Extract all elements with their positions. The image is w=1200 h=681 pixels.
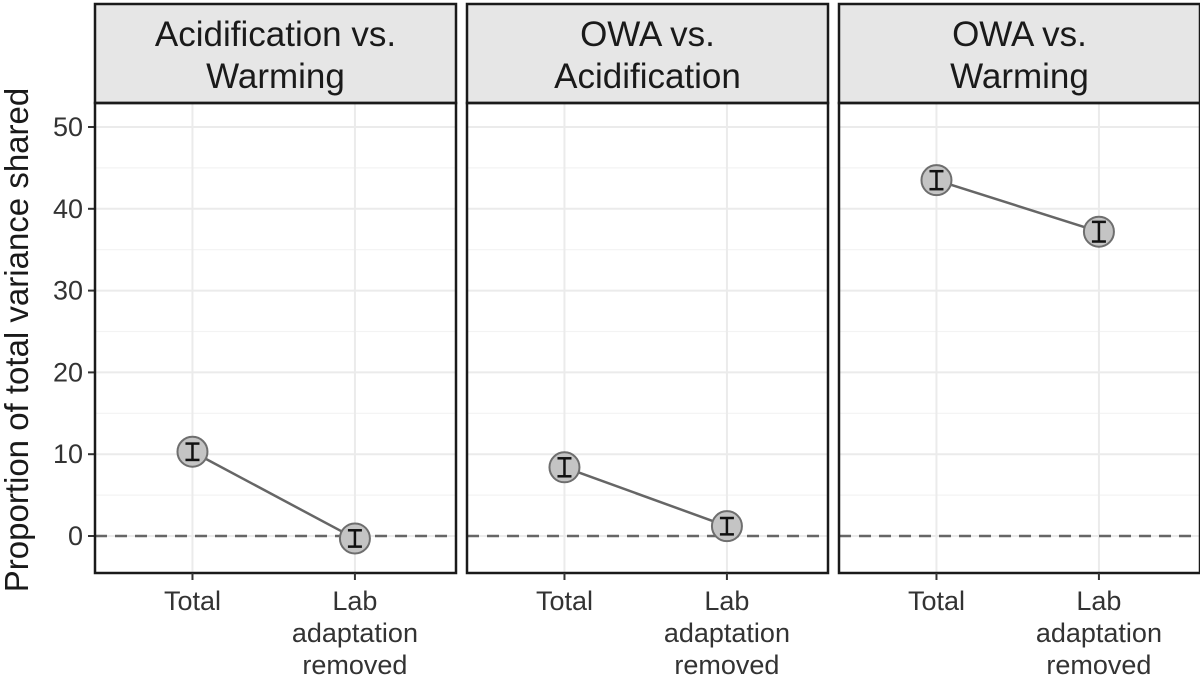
x-tick-label: adaptation <box>292 618 418 648</box>
y-axis-title: Proportion of total variance shared <box>0 88 35 592</box>
panel-background <box>95 103 456 573</box>
x-tick-label: removed <box>674 650 779 680</box>
facet-title-line: Acidification vs. <box>155 15 396 54</box>
x-tick-label: removed <box>1046 650 1151 680</box>
x-tick-label: Total <box>164 586 221 616</box>
facet-strip <box>837 2 1200 105</box>
facet-title-line: OWA vs. <box>580 15 715 54</box>
x-tick-label: Total <box>536 586 593 616</box>
facet-title-line: Warming <box>206 57 345 96</box>
facet-panel: OWA vs.Acidification Total Labadaptationre… <box>465 2 830 680</box>
facet-strip <box>465 2 830 105</box>
x-tick-label: Lab <box>704 586 749 616</box>
y-tick-label: 10 <box>53 439 83 469</box>
y-tick-label: 20 <box>53 357 83 387</box>
facet-strip <box>93 2 458 105</box>
panel-background <box>839 103 1200 573</box>
x-tick-label: Total <box>908 586 965 616</box>
y-tick-label: 30 <box>53 276 83 306</box>
series-line <box>191 450 356 540</box>
x-tick-label: adaptation <box>664 618 790 648</box>
y-axis: 0 10 20 30 40 50 <box>53 112 95 551</box>
y-axis-title-group: Proportion of total variance shared <box>0 88 35 592</box>
facet-title-line: Warming <box>950 57 1089 96</box>
series-line <box>936 178 1100 233</box>
facet-panel: Acidification vs.Warming Total Labadaptati… <box>93 2 458 680</box>
x-tick-label: adaptation <box>1036 618 1162 648</box>
x-tick-label: Lab <box>1076 586 1121 616</box>
panel-border <box>93 101 458 575</box>
facet-title-line: OWA vs. <box>952 15 1087 54</box>
panel-border <box>465 101 830 575</box>
series-line <box>564 466 728 528</box>
y-tick-label: 0 <box>68 521 83 551</box>
x-tick-label: Lab <box>332 586 377 616</box>
y-tick-label: 40 <box>53 194 83 224</box>
panel-border <box>837 101 1200 575</box>
x-tick-label: removed <box>302 650 407 680</box>
panel-background <box>467 103 828 573</box>
y-tick-label: 50 <box>53 112 83 142</box>
facet-title-line: Acidification <box>554 57 741 96</box>
